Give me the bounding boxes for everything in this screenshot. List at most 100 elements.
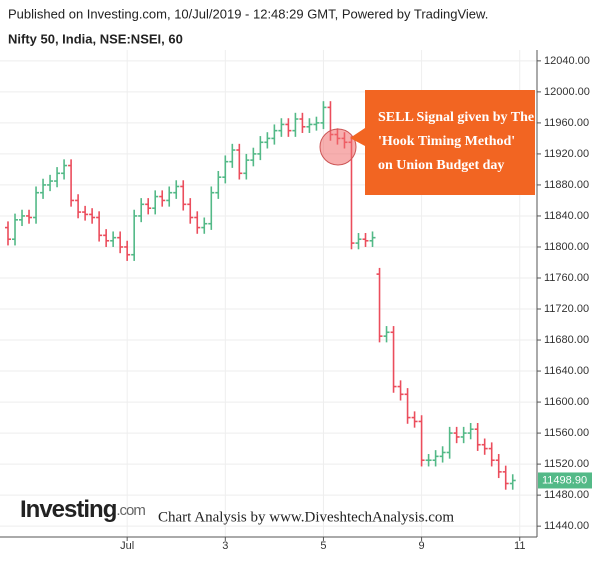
ohlc-bar <box>117 231 124 254</box>
ohlc-bar <box>467 423 474 440</box>
chart-title: Nifty 50, India, NSE:NSEI, 60 <box>8 31 183 46</box>
y-tick-label: 11600.00 <box>544 396 589 408</box>
y-tick-label: 11760.00 <box>544 272 589 284</box>
ohlc-bar <box>264 132 271 149</box>
ohlc-bar <box>502 465 509 490</box>
ohlc-bar <box>19 209 26 227</box>
ohlc-bar <box>397 380 404 401</box>
logo: Investing.com <box>20 496 145 523</box>
ohlc-bar <box>243 153 250 180</box>
y-tick-label: 11880.00 <box>544 179 589 191</box>
ohlc-bar <box>271 124 278 145</box>
annotation-box <box>365 90 535 195</box>
logo-main: Investing <box>20 496 117 523</box>
ohlc-bar <box>432 450 439 467</box>
ohlc-bar <box>201 217 208 234</box>
ohlc-bar <box>236 143 243 180</box>
ohlc-bar <box>313 116 320 131</box>
ohlc-bar <box>180 180 187 211</box>
y-tick-label: 11480.00 <box>544 489 589 501</box>
plot-area: 11440.00 11480.00 11520.00 11560.00 11600.00… <box>0 50 592 552</box>
ohlc-bar <box>320 101 327 130</box>
ohlc-bar <box>306 118 313 133</box>
footer: Chart Analysis by www.DiveshtechAnalysis… <box>158 509 454 525</box>
last-price-box <box>538 472 592 489</box>
ohlc-bar <box>110 231 117 247</box>
ohlc-bar <box>299 112 306 133</box>
ohlc-bar <box>194 211 201 234</box>
ohlc-bar <box>425 454 432 467</box>
ohlc-bar <box>376 267 383 343</box>
ohlc-bar <box>75 194 82 219</box>
ohlc-bar <box>96 211 103 242</box>
x-tick-label: 3 <box>222 540 228 552</box>
logo-suffix: .com <box>116 502 145 519</box>
header: Published on Investing.com, 10/Jul/2019 … <box>8 6 488 21</box>
signal-circle <box>319 128 357 166</box>
ohlc-bar <box>460 426 467 444</box>
ohlc-bar <box>418 415 425 467</box>
ohlc-bar <box>208 186 215 230</box>
x-tick-label: 9 <box>419 540 425 552</box>
annotation-line: 'Hook Timing Method' <box>378 134 515 149</box>
ohlc-bar <box>355 233 362 250</box>
ohlc-bar <box>481 438 488 455</box>
annotation-pointer <box>350 128 365 146</box>
ohlc-bar <box>495 454 502 479</box>
y-tick-label: 11440.00 <box>544 520 589 532</box>
ohlc-bar <box>152 190 159 215</box>
x-tick-label: Jul <box>120 540 134 552</box>
y-tick-label: 11920.00 <box>544 148 589 160</box>
ohlc-bar <box>61 159 68 180</box>
x-tick-label: 11 <box>514 540 525 552</box>
y-tick-label: 11720.00 <box>544 303 589 315</box>
ohlc-bar <box>488 442 495 467</box>
ohlc-bar <box>369 231 376 247</box>
overlay: SELL Signal given by The 'Hook Timing Me… <box>20 90 535 525</box>
ohlc-bar <box>159 190 166 207</box>
ohlc-bar <box>390 326 397 393</box>
ohlc-bar <box>68 159 75 207</box>
y-tick-label: 12040.00 <box>544 55 590 67</box>
ohlc-bar <box>54 167 61 188</box>
y-tick-label: 11560.00 <box>544 427 589 439</box>
ohlc-bar <box>222 155 229 184</box>
ohlc-bar <box>33 186 40 224</box>
ohlc-bar <box>47 174 54 192</box>
ohlc-bar <box>12 213 19 246</box>
last-price-label: 11498.90 <box>542 474 587 486</box>
ohlc-bar <box>292 112 299 137</box>
ohlc-bar <box>166 186 173 207</box>
annotation-line: SELL Signal given by The <box>378 110 534 125</box>
y-tick-label: 11640.00 <box>544 365 589 377</box>
ohlc-bar <box>362 233 369 247</box>
ohlc-bar <box>404 388 411 424</box>
ohlc-bar <box>278 118 285 137</box>
ohlc-bar <box>383 326 390 343</box>
ohlc-bar <box>89 208 96 224</box>
ohlc-bar <box>257 136 264 161</box>
x-tick-label: 5 <box>320 540 326 552</box>
ohlc-bar <box>187 198 194 224</box>
ohlc-bar <box>40 178 47 199</box>
ohlc-bar <box>26 209 33 224</box>
ohlc-bar <box>411 411 418 428</box>
ohlc-bar <box>173 180 180 199</box>
y-tick-label: 11800.00 <box>544 241 589 253</box>
ohlc-bar <box>453 426 460 444</box>
ohlc-bar <box>474 423 481 451</box>
annotation-line: on Union Budget day <box>378 158 504 173</box>
ohlc-bar <box>103 229 110 247</box>
ohlc-bar <box>138 198 145 223</box>
ohlc-bar <box>285 118 292 137</box>
ohlc-bar <box>145 198 152 215</box>
y-tick-label: 12000.00 <box>544 86 590 98</box>
ohlc-bar <box>509 474 516 490</box>
ohlc-bar <box>446 426 453 459</box>
ohlc-bar <box>5 221 11 246</box>
y-tick-label: 11520.00 <box>544 458 589 470</box>
ohlc-bar <box>215 170 222 199</box>
ohlc-bar <box>131 209 138 261</box>
